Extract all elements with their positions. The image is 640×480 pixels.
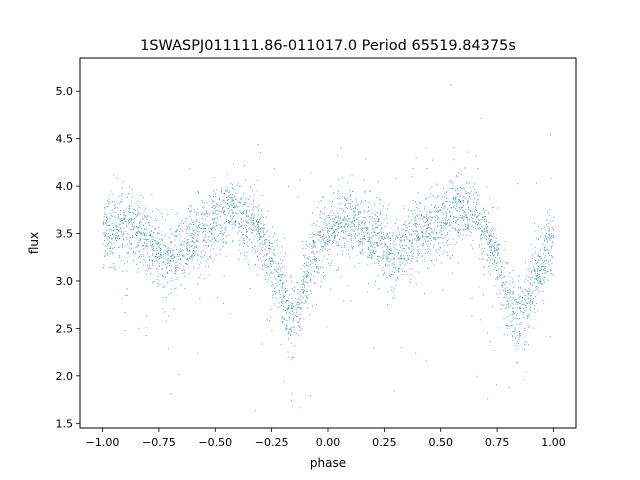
y-axis-label: flux bbox=[27, 232, 41, 254]
x-tick-label: 0.75 bbox=[485, 436, 510, 449]
x-tick-label: −1.00 bbox=[86, 436, 120, 449]
y-axis: 1.5 2.0 2.5 3.0 3.5 4.0 4.5 5.0 bbox=[56, 85, 80, 430]
y-tick-label: 2.0 bbox=[56, 370, 74, 383]
y-tick-label: 4.0 bbox=[56, 180, 74, 193]
y-tick-label: 5.0 bbox=[56, 85, 74, 98]
x-tick-label: −0.25 bbox=[255, 436, 289, 449]
x-axis: −1.00 −0.75 −0.50 −0.25 0.00 0.25 0.50 0.75 1.00 bbox=[86, 428, 566, 449]
y-tick-label: 2.5 bbox=[56, 322, 74, 335]
y-tick-label: 3.0 bbox=[56, 275, 74, 288]
x-tick-label: 1.00 bbox=[541, 436, 566, 449]
y-tick-label: 3.5 bbox=[56, 228, 74, 241]
x-tick-label: 0.50 bbox=[428, 436, 453, 449]
y-tick-label: 4.5 bbox=[56, 133, 74, 146]
x-tick-label: −0.50 bbox=[198, 436, 232, 449]
x-tick-label: −0.75 bbox=[142, 436, 176, 449]
x-tick-label: 0.25 bbox=[372, 436, 397, 449]
chart-title: 1SWASPJ011111.86-011017.0 Period 65519.8… bbox=[140, 38, 516, 54]
x-tick-label: 0.00 bbox=[316, 436, 341, 449]
x-axis-label: phase bbox=[310, 456, 346, 470]
y-tick-label: 1.5 bbox=[56, 417, 74, 430]
